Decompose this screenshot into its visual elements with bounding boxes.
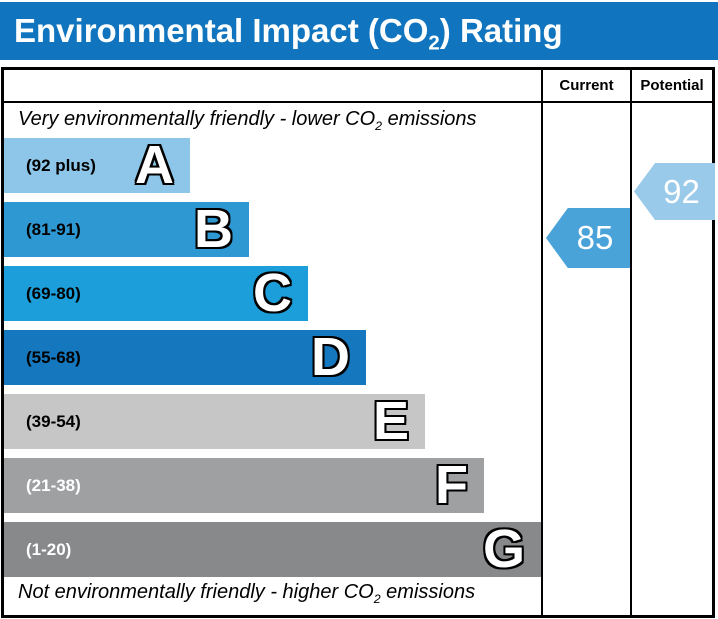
- band-letter: A: [135, 135, 174, 195]
- band-row-e: (39-54) E: [4, 394, 425, 449]
- page-title-text: Environmental Impact (CO: [14, 12, 429, 49]
- table-body-row: Very environmentally friendly - lower CO…: [4, 103, 715, 615]
- header-cell-current: Current: [541, 70, 630, 101]
- band-row-g: (1-20) G: [4, 522, 541, 577]
- band-letter: B: [194, 199, 233, 259]
- band-letter: D: [311, 327, 350, 387]
- page-title-suffix: ) Rating: [439, 12, 563, 49]
- band-range-label: (81-91): [26, 220, 81, 239]
- band-range-label: (21-38): [26, 476, 81, 495]
- band-row-a: (92 plus) A: [4, 138, 190, 193]
- band-row-f: (21-38) F: [4, 458, 484, 513]
- band-letter: C: [253, 263, 292, 323]
- current-column: 85: [541, 103, 630, 615]
- page-title-subscript: 2: [428, 31, 440, 55]
- bottom-scale-label: Not environmentally friendly - higher CO…: [18, 581, 476, 606]
- potential-rating-arrow: 92: [634, 163, 715, 220]
- rating-table: Current Potential Very environmentally f…: [1, 67, 715, 618]
- band-range-label: (55-68): [26, 348, 81, 367]
- band-letter: G: [482, 519, 525, 579]
- band-row-b: (81-91) B: [4, 202, 249, 257]
- bands-column: Very environmentally friendly - lower CO…: [4, 103, 541, 615]
- current-rating-value: 85: [576, 219, 614, 256]
- header-cell-empty: [4, 70, 541, 101]
- table-header-row: Current Potential: [4, 70, 712, 103]
- band-row-d: (55-68) D: [4, 330, 366, 385]
- page-title: Environmental Impact (CO2) Rating: [0, 2, 718, 60]
- header-cell-potential: Potential: [630, 70, 712, 101]
- band-range-label: (92 plus): [26, 156, 96, 175]
- band-letter: E: [372, 391, 409, 451]
- top-scale-label: Very environmentally friendly - lower CO…: [18, 108, 477, 133]
- band-range-label: (69-80): [26, 284, 81, 303]
- current-rating-arrow: 85: [546, 208, 630, 268]
- potential-rating-value: 92: [663, 172, 700, 210]
- band-row-c: (69-80) C: [4, 266, 308, 321]
- band-letter: F: [435, 455, 468, 515]
- band-range-label: (39-54): [26, 412, 81, 431]
- band-range-label: (1-20): [26, 540, 72, 559]
- potential-column: 92: [630, 103, 715, 615]
